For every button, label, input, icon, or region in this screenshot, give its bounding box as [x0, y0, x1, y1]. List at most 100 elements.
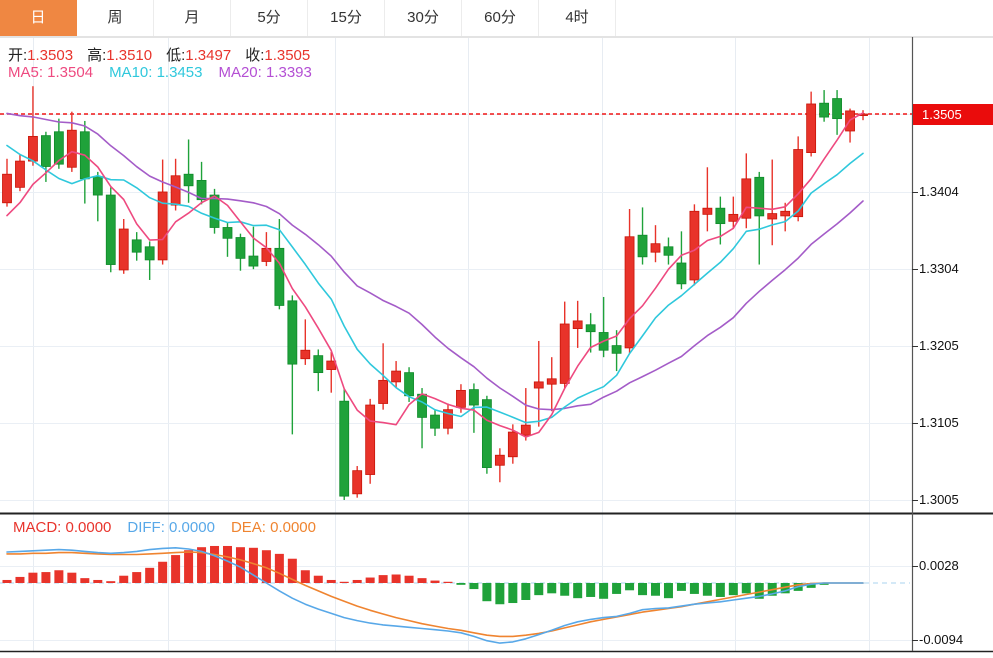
- axis-tick-label: 1.3205: [919, 337, 959, 353]
- candle-body: [183, 173, 194, 187]
- candle-body: [650, 243, 661, 253]
- macd-hist-bar: [287, 558, 297, 583]
- macd-hist-bar: [235, 547, 245, 583]
- candle-body: [235, 237, 246, 259]
- candle-body: [196, 179, 207, 201]
- candle-body: [624, 236, 635, 349]
- macd-hist-bar: [534, 583, 544, 596]
- axis-tick-label: 1.3404: [919, 183, 959, 199]
- macd-hist-bar: [819, 583, 829, 585]
- candle-body: [728, 213, 739, 222]
- macd-hist-bar: [521, 583, 531, 600]
- dea-line: [6, 551, 864, 638]
- macd-hist-bar: [313, 575, 323, 583]
- macd-hist-bar: [274, 553, 284, 583]
- macd-hist-bar: [599, 583, 609, 599]
- macd-hist-bar: [430, 580, 440, 583]
- legend-item: MA10: 1.3453: [109, 64, 203, 81]
- macd-hist-bar: [210, 545, 220, 583]
- tab-month[interactable]: 月: [154, 0, 231, 36]
- macd-hist-bar: [352, 579, 362, 583]
- macd-hist-bar: [222, 545, 232, 583]
- macd-hist-bar: [261, 550, 271, 583]
- candle-body: [15, 160, 25, 188]
- ma-readout: MA5: 1.3504 MA10: 1.3453 MA20: 1.3393: [8, 64, 328, 81]
- candle-body: [417, 393, 427, 418]
- tab-15min[interactable]: 15分: [308, 0, 385, 36]
- candle-body: [559, 323, 570, 384]
- macd-hist-bar: [663, 583, 673, 599]
- tab-week[interactable]: 周: [77, 0, 154, 36]
- macd-hist-bar: [651, 583, 660, 596]
- macd-hist-bar: [741, 583, 751, 594]
- macd-hist-bar: [443, 581, 453, 583]
- macd-hist-bar: [54, 570, 64, 583]
- candle-body: [819, 102, 830, 118]
- macd-hist-bar: [728, 583, 738, 596]
- macd-hist-bar: [339, 581, 349, 583]
- axis-tick-label: -0.0094: [919, 632, 964, 648]
- tab-60min[interactable]: 60分: [462, 0, 539, 36]
- candle-body: [287, 300, 298, 365]
- ohlc-value: 1.3510: [106, 47, 153, 64]
- candle-body: [780, 210, 791, 217]
- candle-body: [170, 175, 181, 206]
- macd-hist-bar: [391, 574, 401, 583]
- macd-hist-bar: [80, 578, 90, 583]
- macd-readout: MACD: 0.0000 DIFF: 0.0000 DEA: 0.0000: [13, 519, 332, 536]
- ma20-line: [6, 112, 864, 411]
- tab-4hour[interactable]: 4时: [539, 0, 616, 36]
- candle-body: [676, 262, 687, 285]
- tab-30min[interactable]: 30分: [385, 0, 462, 36]
- macd-hist-bar: [378, 575, 388, 583]
- ohlc-label: 低:: [166, 47, 186, 64]
- candle-body: [2, 173, 12, 204]
- legend-item: DEA: 0.0000: [230, 519, 316, 536]
- candle-body: [41, 135, 51, 167]
- candle-body: [611, 345, 622, 354]
- candle-body: [637, 234, 648, 258]
- macd-hist-bar: [326, 579, 336, 583]
- candle-body: [378, 379, 389, 404]
- macd-hist-bar: [67, 572, 77, 583]
- candle-body: [481, 399, 492, 468]
- candle-body: [430, 414, 440, 429]
- last-price-tag: 1.3505: [913, 103, 993, 125]
- macd-hist-bar: [689, 583, 699, 594]
- ma5-line: [6, 112, 864, 438]
- tab-day[interactable]: 日: [0, 0, 77, 36]
- macd-hist-bar: [300, 570, 310, 583]
- macd-hist-bar: [586, 583, 596, 597]
- candle-body: [806, 103, 817, 153]
- macd-hist-bar: [754, 583, 764, 599]
- macd-hist-bar: [28, 572, 38, 583]
- candle-body: [222, 227, 233, 239]
- macd-hist-bar: [106, 581, 116, 583]
- candle-body: [92, 176, 103, 196]
- macd-hist-bar: [119, 575, 129, 583]
- tab-5min[interactable]: 5分: [231, 0, 308, 36]
- ohlc-readout: 开:1.3503 高:1.3510 低:1.3497 收:1.3505: [8, 44, 324, 65]
- macd-hist-bar: [417, 578, 427, 583]
- ohlc-value: 1.3505: [264, 47, 311, 64]
- candle-body: [28, 135, 38, 162]
- candle-body: [832, 98, 842, 120]
- timeframe-tabs: 日周月 5分 15分 30分 60分 4时: [0, 0, 993, 37]
- candle-body: [520, 424, 531, 436]
- legend-item: MA20: 1.3393: [218, 64, 312, 81]
- candle-body: [507, 431, 518, 458]
- legend-item: MACD: 0.0000: [13, 519, 112, 536]
- candle-body: [754, 176, 765, 217]
- macd-hist-bar: [365, 577, 375, 583]
- macd-hist-bar: [573, 583, 583, 599]
- axis-tick-label: 1.3005: [919, 492, 959, 507]
- candle-body: [715, 207, 726, 225]
- macd-hist-bar: [145, 567, 155, 583]
- ohlc-label: 高:: [87, 47, 107, 64]
- candle-body: [131, 239, 142, 253]
- candle-body: [546, 378, 557, 385]
- candle-body: [741, 178, 752, 219]
- macd-hist-bar: [806, 583, 816, 588]
- macd-hist-bar: [560, 583, 570, 596]
